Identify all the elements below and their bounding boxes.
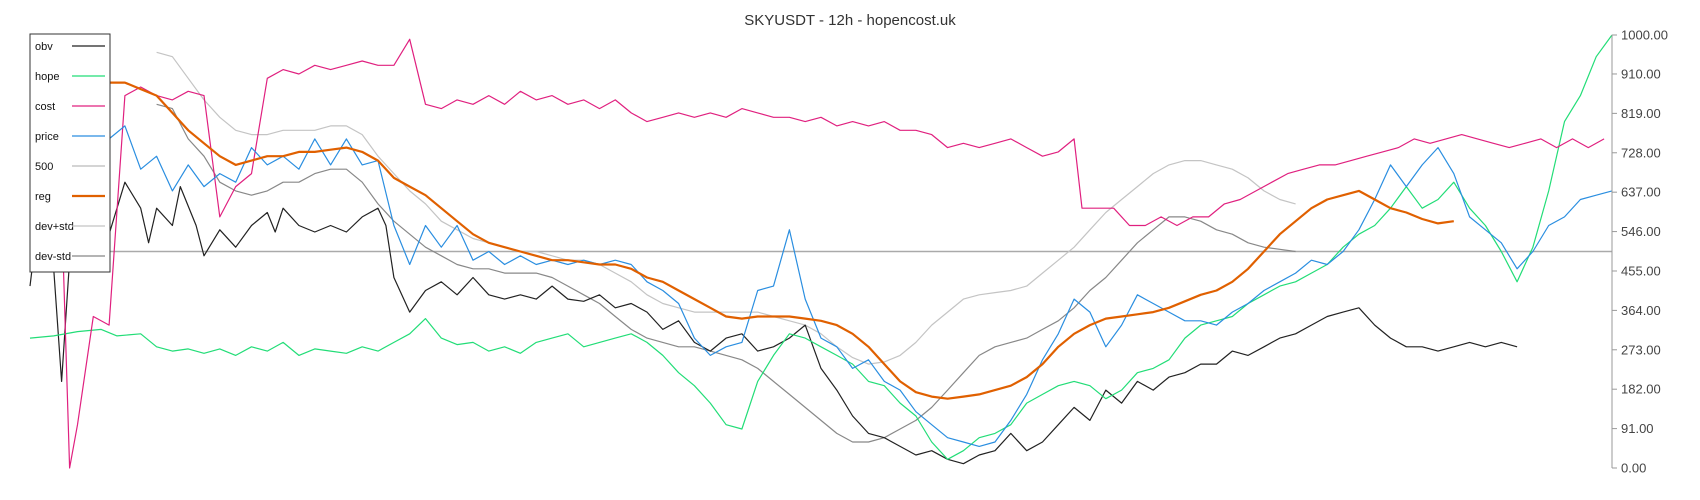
y-tick-label: 546.00 [1621, 224, 1661, 239]
y-tick-label: 637.00 [1621, 185, 1661, 200]
y-tick-label: 728.00 [1621, 145, 1661, 160]
reg-line [109, 81, 1454, 400]
dev-plus-std-line [156, 51, 1296, 365]
y-tick-label: 1000.00 [1621, 28, 1668, 43]
legend-label-devminusstd: dev-std [35, 251, 71, 263]
dev-minus-std-line [156, 103, 1296, 443]
legend-label-devplusstd: dev+std [35, 221, 74, 233]
hope-line [29, 34, 1613, 460]
legend: obv hope cost price 500 reg dev+std dev-std [29, 33, 111, 273]
y-tick-label: 819.00 [1621, 106, 1661, 121]
legend-box [29, 33, 111, 273]
legend-label-cost: cost [35, 101, 55, 113]
obv-line [29, 155, 1518, 465]
legend-label-price: price [35, 131, 59, 143]
legend-label-reg: reg [35, 191, 51, 203]
y-tick-label: 182.00 [1621, 382, 1661, 397]
legend-label-obv: obv [35, 41, 53, 53]
plot-area [29, 34, 1613, 469]
cost-line [29, 38, 1605, 469]
legend-label-hope: hope [35, 71, 59, 83]
y-axis: 1000.00 910.00 819.00 728.00 637.00 546.00 455… [1611, 28, 1668, 476]
y-tick-label: 910.00 [1621, 66, 1661, 81]
y-tick-label: 364.00 [1621, 303, 1661, 318]
legend-label-500: 500 [35, 161, 53, 173]
y-tick-label: 273.00 [1621, 342, 1661, 357]
y-tick-label: 0.00 [1621, 461, 1646, 476]
y-tick-label: 455.00 [1621, 263, 1661, 278]
price-line [29, 38, 1613, 447]
chart-title: SKYUSDT - 12h - hopencost.uk [744, 12, 956, 29]
y-tick-label: 91.00 [1621, 421, 1654, 436]
